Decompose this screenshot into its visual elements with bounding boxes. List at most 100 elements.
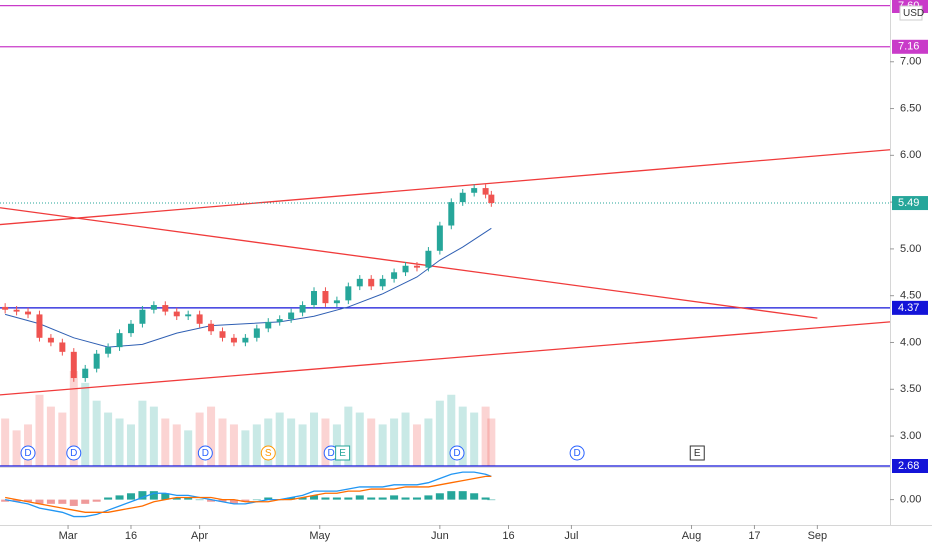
volume-bar	[344, 406, 353, 466]
macd-histogram	[435, 493, 444, 500]
macd-histogram	[172, 497, 181, 500]
y-tick-label: 4.50	[900, 290, 921, 302]
event-marker	[335, 445, 351, 461]
candle-body	[127, 323, 134, 334]
candle-body	[208, 323, 215, 332]
macd-histogram	[367, 497, 376, 500]
candle-body	[425, 250, 432, 268]
volume-bar	[332, 424, 341, 466]
candle-body	[299, 305, 306, 313]
volume-bar	[275, 412, 284, 466]
macd-histogram	[470, 493, 479, 500]
y-tick-label: 6.00	[900, 149, 921, 161]
volume-bar	[367, 418, 376, 466]
candle-body	[162, 305, 169, 312]
x-tick-label: 16	[502, 530, 514, 542]
macd-histogram	[481, 497, 490, 500]
candle-body	[345, 286, 352, 301]
macd-histogram	[104, 497, 113, 500]
y-tick-label: 3.00	[900, 430, 921, 442]
y-tick-label: 7.00	[900, 56, 921, 68]
candle-body	[471, 188, 478, 193]
macd-histogram	[161, 493, 170, 500]
volume-bar	[35, 394, 44, 466]
macd-histogram	[207, 499, 216, 502]
candle-body	[25, 311, 32, 315]
candle-body	[368, 278, 375, 287]
macd-histogram	[390, 495, 399, 500]
event-label: D	[453, 448, 460, 459]
macd-histogram	[241, 499, 250, 502]
macd-histogram	[138, 491, 147, 500]
volume-bar	[447, 394, 456, 466]
macd-histogram	[487, 499, 496, 501]
macd-histogram	[287, 497, 296, 500]
candle-body	[47, 337, 54, 343]
candle-body	[413, 265, 420, 268]
event-label: D	[574, 448, 581, 459]
currency-label: USD	[903, 8, 924, 19]
y-tick-label: 5.00	[900, 243, 921, 255]
price-badge	[892, 300, 928, 315]
macd-histogram	[149, 491, 158, 500]
event-label: D	[70, 448, 77, 459]
x-tick-label: 17	[748, 530, 760, 542]
event-marker	[569, 445, 585, 461]
candle-body	[242, 337, 249, 343]
volume-bar	[355, 412, 364, 466]
trendline	[0, 321, 891, 396]
candle-body	[402, 265, 409, 273]
event-label: D	[202, 448, 209, 459]
macd-histogram	[447, 491, 456, 500]
event-marker	[689, 445, 705, 461]
event-label: E	[339, 448, 346, 459]
trendline	[0, 207, 818, 319]
candle-body	[333, 300, 340, 304]
volume-bar	[487, 418, 496, 466]
macd-histogram	[1, 499, 10, 502]
candle-body	[322, 291, 329, 304]
x-tick-label: Jul	[564, 530, 578, 542]
volume-bar	[218, 418, 227, 466]
volume-bar	[12, 430, 21, 466]
volume-bar	[435, 400, 444, 466]
candle-body	[288, 312, 295, 320]
candle-body	[488, 194, 495, 204]
macd-tick-label: 0.00	[900, 494, 921, 506]
x-tick-label: 16	[125, 530, 137, 542]
volume-bar	[1, 418, 10, 466]
macd-histogram	[24, 499, 33, 502]
volume-bar	[126, 424, 135, 466]
price-badge-label: 4.37	[898, 302, 919, 314]
macd-histogram	[321, 497, 330, 500]
event-label: D	[24, 448, 31, 459]
volume-bar	[470, 412, 479, 466]
macd-histogram	[46, 499, 55, 504]
x-tick-label: Apr	[191, 530, 208, 542]
volume-bar	[184, 430, 193, 466]
trendline	[0, 149, 891, 226]
candle-body	[265, 321, 272, 329]
candle-body	[185, 314, 192, 317]
candle-body	[105, 347, 112, 354]
candle-body	[59, 342, 66, 352]
price-badge	[892, 459, 928, 473]
event-marker	[260, 445, 276, 461]
volume-bar	[229, 424, 238, 466]
macd-histogram	[229, 499, 238, 504]
macd-histogram	[355, 495, 364, 500]
macd-macd	[5, 471, 492, 518]
macd-histogram	[378, 497, 387, 500]
macd-histogram	[35, 499, 44, 504]
macd-histogram	[69, 499, 78, 506]
event-marker	[197, 445, 213, 461]
volume-bar	[298, 424, 307, 466]
volume-bar	[46, 406, 55, 466]
candle-body	[253, 328, 260, 338]
volume-bar	[92, 400, 101, 466]
volume-bar	[287, 418, 296, 466]
candle-body	[448, 202, 455, 226]
price-badge	[892, 196, 928, 211]
volume-bar	[378, 424, 387, 466]
candle-body	[139, 309, 146, 324]
